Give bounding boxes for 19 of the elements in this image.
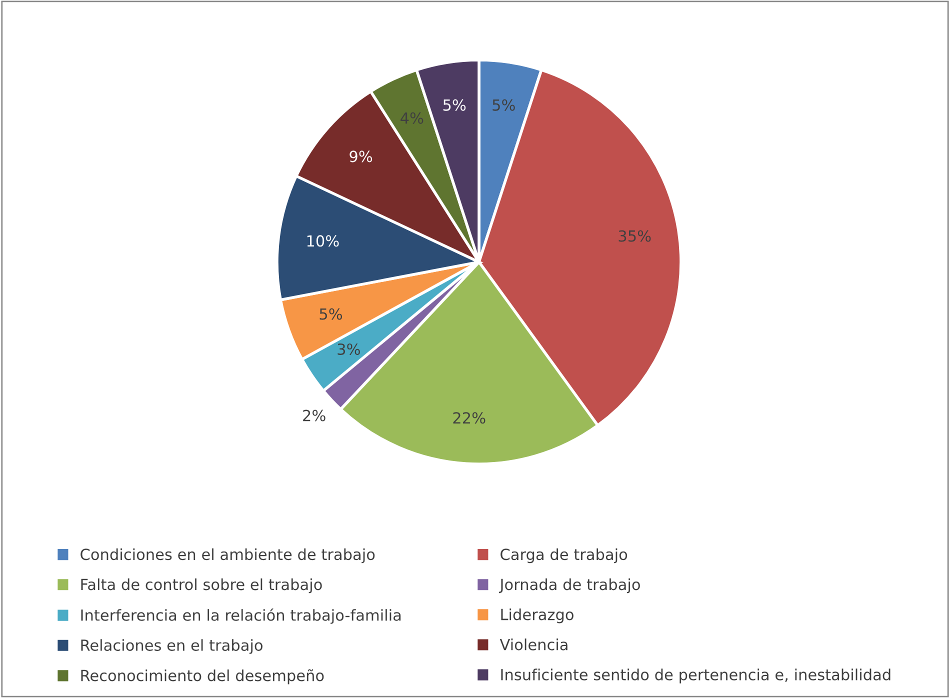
legend-label: Condiciones en el ambiente de trabajo [80, 548, 375, 564]
legend-label: Insuficiente sentido de pertenencia e, inestabilidad [501, 668, 890, 684]
legend-label: Relaciones en el trabajo [81, 639, 262, 654]
legend-label: Violencia [500, 638, 568, 650]
data-label: 10% [307, 235, 339, 247]
data-label: 3% [338, 343, 360, 355]
legend-label: Jornada de trabajo [498, 578, 640, 594]
data-label: 2% [303, 410, 326, 422]
legend-label: Interferencia en la relación trabajo-familia [81, 608, 401, 624]
data-label: 5% [320, 308, 342, 320]
data-label: 5% [492, 99, 515, 111]
legend-label: Reconocimiento del desempeño [81, 669, 324, 684]
data-label: 9% [350, 150, 372, 162]
legend-label: Liderazgo [501, 608, 574, 624]
legend-label: Carga de trabajo [500, 548, 628, 564]
legend-label: Falta de control sobre el trabajo [81, 578, 322, 594]
data-label: 5% [443, 99, 466, 111]
data-label: 22% [453, 412, 486, 424]
data-label: 35% [618, 230, 651, 242]
